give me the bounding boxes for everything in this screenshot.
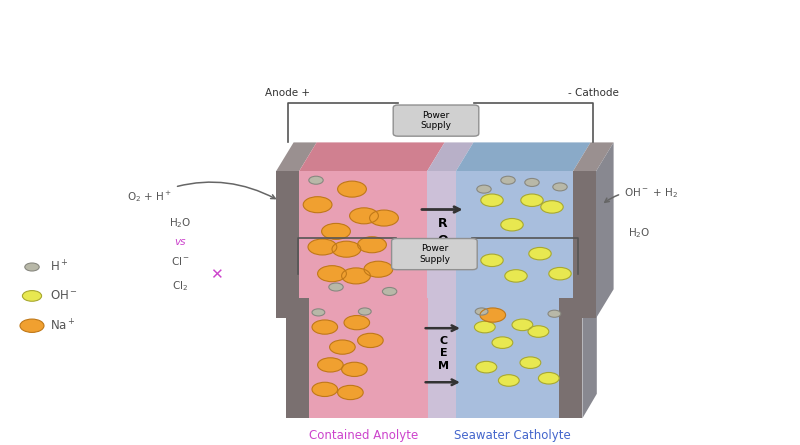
Text: R
O: R O xyxy=(438,217,448,247)
Circle shape xyxy=(332,241,361,257)
Circle shape xyxy=(20,319,44,332)
Circle shape xyxy=(541,201,563,213)
Text: Power
Supply: Power Supply xyxy=(419,244,450,264)
Bar xyxy=(299,171,427,318)
Circle shape xyxy=(529,247,551,260)
Circle shape xyxy=(303,197,332,213)
Circle shape xyxy=(525,178,539,186)
Polygon shape xyxy=(596,142,614,318)
Circle shape xyxy=(481,194,503,206)
Polygon shape xyxy=(456,274,574,298)
Bar xyxy=(456,298,559,418)
Circle shape xyxy=(548,310,561,317)
Circle shape xyxy=(480,308,506,322)
Circle shape xyxy=(553,183,567,191)
Circle shape xyxy=(477,185,491,193)
Circle shape xyxy=(370,210,398,226)
Circle shape xyxy=(474,321,495,333)
Circle shape xyxy=(501,218,523,231)
Text: Contained Anolyte: Contained Anolyte xyxy=(310,429,418,442)
Circle shape xyxy=(498,375,519,386)
Circle shape xyxy=(549,267,571,280)
Text: Cl$^-$: Cl$^-$ xyxy=(170,255,190,267)
Bar xyxy=(456,171,573,318)
FancyBboxPatch shape xyxy=(393,105,478,136)
Bar xyxy=(427,171,456,318)
Circle shape xyxy=(344,316,370,330)
Text: Na$^+$: Na$^+$ xyxy=(50,318,75,333)
Bar xyxy=(573,171,596,318)
Text: OH$^-$: OH$^-$ xyxy=(50,289,78,303)
Circle shape xyxy=(521,194,543,206)
Circle shape xyxy=(330,340,355,354)
Text: Power
Supply: Power Supply xyxy=(421,111,451,130)
Polygon shape xyxy=(428,274,470,298)
Text: OH$^-$ + H$_2$: OH$^-$ + H$_2$ xyxy=(605,186,678,202)
Text: H$_2$O: H$_2$O xyxy=(628,226,650,240)
Text: - Cathode: - Cathode xyxy=(568,88,618,98)
Circle shape xyxy=(358,308,371,315)
Circle shape xyxy=(318,266,346,282)
Circle shape xyxy=(358,237,386,253)
Circle shape xyxy=(22,291,42,301)
Circle shape xyxy=(312,309,325,316)
Circle shape xyxy=(312,382,338,396)
Circle shape xyxy=(342,362,367,376)
Text: vs: vs xyxy=(174,237,186,247)
Circle shape xyxy=(481,254,503,267)
Text: Anode +: Anode + xyxy=(265,88,310,98)
Polygon shape xyxy=(573,142,614,171)
Text: C
E
M: C E M xyxy=(438,336,449,371)
Text: H$^+$: H$^+$ xyxy=(50,259,68,275)
Circle shape xyxy=(501,176,515,184)
Bar xyxy=(286,298,310,418)
Circle shape xyxy=(350,208,378,224)
Circle shape xyxy=(322,223,350,239)
Circle shape xyxy=(492,337,513,348)
Circle shape xyxy=(528,326,549,337)
Circle shape xyxy=(475,308,488,315)
Bar xyxy=(276,171,299,318)
Circle shape xyxy=(358,333,383,348)
Text: H$_2$O: H$_2$O xyxy=(169,216,191,230)
FancyBboxPatch shape xyxy=(392,239,477,270)
Circle shape xyxy=(25,263,39,271)
Polygon shape xyxy=(299,142,445,171)
Polygon shape xyxy=(582,274,597,418)
Circle shape xyxy=(505,270,527,282)
Circle shape xyxy=(308,239,337,255)
Circle shape xyxy=(309,176,323,184)
Circle shape xyxy=(342,268,370,284)
Polygon shape xyxy=(559,274,597,298)
Polygon shape xyxy=(456,142,590,171)
Text: O$_2$ + H$^+$: O$_2$ + H$^+$ xyxy=(127,182,275,204)
Bar xyxy=(559,298,582,418)
Polygon shape xyxy=(310,274,442,298)
Circle shape xyxy=(538,372,559,384)
Circle shape xyxy=(382,287,397,295)
Polygon shape xyxy=(276,142,317,171)
Circle shape xyxy=(364,261,393,277)
Bar xyxy=(310,298,428,418)
Text: ✕: ✕ xyxy=(210,267,222,282)
Circle shape xyxy=(520,357,541,368)
Circle shape xyxy=(338,181,366,197)
Circle shape xyxy=(512,319,533,331)
Bar xyxy=(428,298,456,418)
Circle shape xyxy=(312,320,338,334)
Polygon shape xyxy=(427,142,474,171)
Circle shape xyxy=(476,361,497,373)
Circle shape xyxy=(338,385,363,400)
Circle shape xyxy=(318,358,343,372)
Polygon shape xyxy=(286,274,324,298)
Text: Seawater Catholyte: Seawater Catholyte xyxy=(454,429,570,442)
Circle shape xyxy=(329,283,343,291)
Text: Cl$_2$: Cl$_2$ xyxy=(172,279,188,293)
